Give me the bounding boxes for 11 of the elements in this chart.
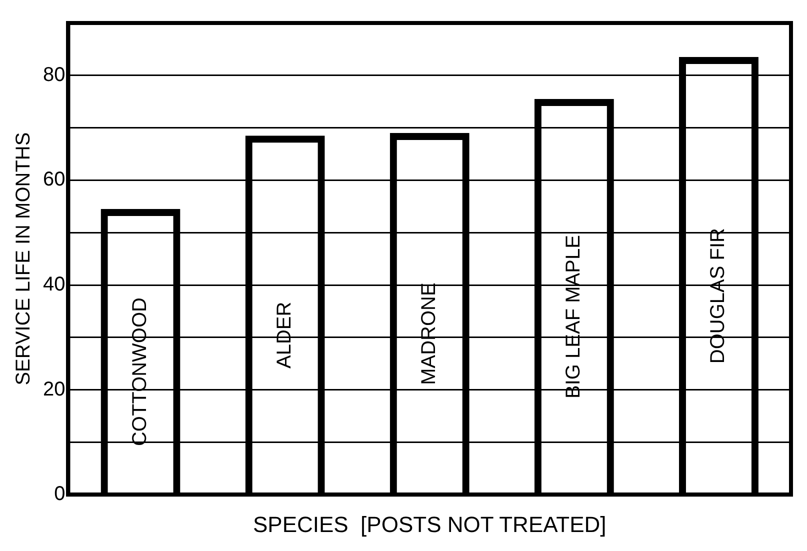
x-axis-title: SPECIES [POSTS NOT TREATED] [252,512,606,537]
x-tick-label: ALDER [274,302,296,368]
x-tick-label: MADRONE [418,282,440,385]
y-axis-title: SERVICE LIFE IN MONTHS [12,132,35,386]
y-tick-label: 60 [42,168,66,191]
x-tick-label: BIG LEAF MAPLE [562,235,585,398]
y-tick-label: 40 [42,274,66,296]
y-tick-label: 20 [42,378,66,400]
y-tick-label: 80 [42,64,66,86]
y-tick-label: 0 [54,483,66,506]
x-tick-label: COTTONWOOD [129,298,152,446]
